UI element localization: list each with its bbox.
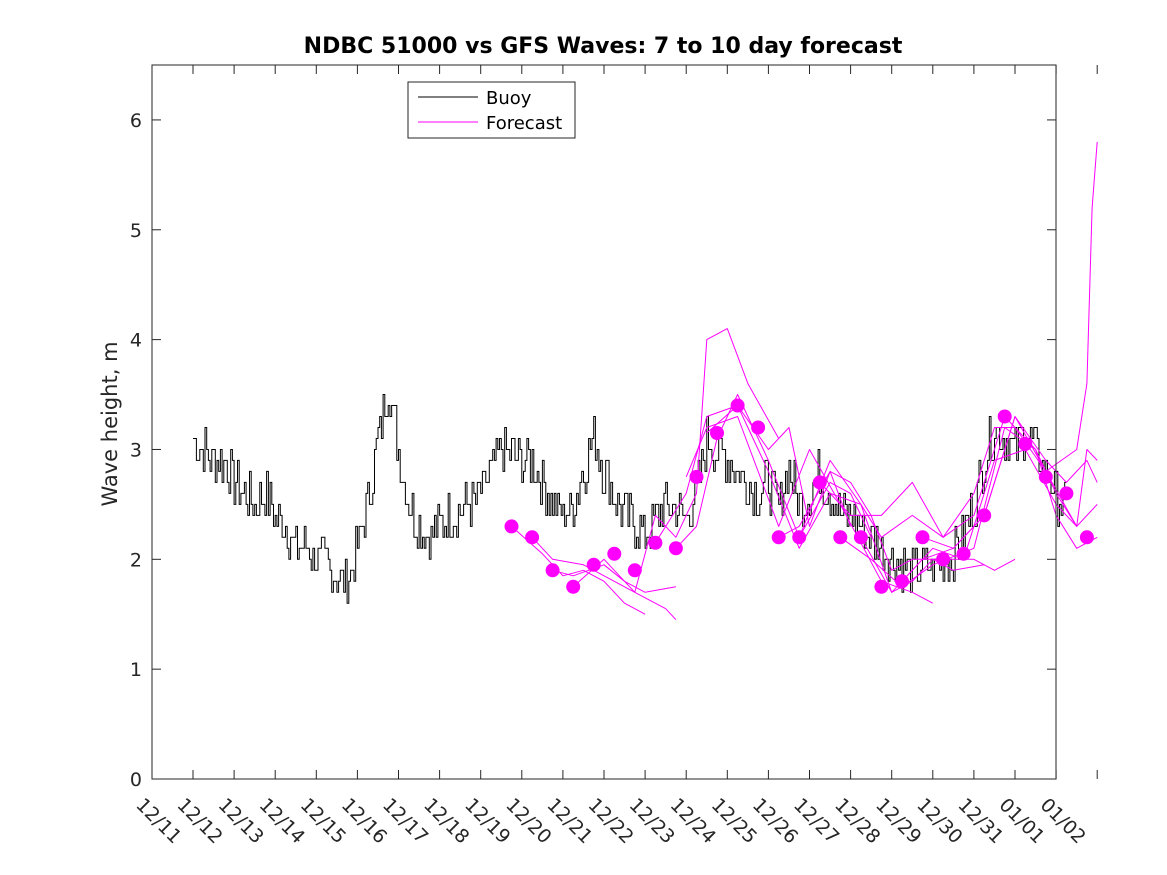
forecast-point bbox=[586, 557, 601, 572]
series-line-forecast-run bbox=[840, 427, 1098, 588]
chart-title: NDBC 51000 vs GFS Waves: 7 to 10 day for… bbox=[304, 34, 903, 59]
forecast-point bbox=[566, 579, 581, 594]
forecast-point bbox=[751, 420, 766, 435]
y-tick-label: 1 bbox=[130, 659, 142, 681]
y-tick-label: 0 bbox=[130, 769, 142, 791]
forecast-point bbox=[977, 508, 992, 523]
forecast-point bbox=[833, 530, 848, 545]
forecast-point bbox=[874, 579, 889, 594]
forecast-point bbox=[668, 541, 683, 556]
forecast-point bbox=[792, 530, 807, 545]
forecast-point bbox=[1079, 530, 1094, 545]
forecast-point bbox=[504, 519, 519, 534]
series-line-forecast-run bbox=[531, 536, 677, 621]
forecast-point bbox=[936, 552, 951, 567]
series-line-forecast-run bbox=[511, 526, 646, 615]
plot-area bbox=[152, 65, 1056, 779]
forecast-point bbox=[627, 563, 642, 578]
forecast-point bbox=[545, 563, 560, 578]
legend-label-buoy: Buoy bbox=[486, 88, 532, 109]
forecast-point bbox=[997, 409, 1012, 424]
series-line-forecast-run bbox=[552, 564, 676, 593]
forecast-point bbox=[956, 546, 971, 561]
series-line-forecast-run bbox=[675, 394, 872, 549]
series-line-forecast-run bbox=[572, 328, 780, 593]
forecast-point bbox=[1018, 437, 1033, 451]
series-line-forecast-run bbox=[778, 470, 1016, 571]
forecast-point bbox=[1038, 469, 1053, 484]
legend-label-forecast: Forecast bbox=[486, 113, 562, 134]
y-tick-label: 6 bbox=[130, 110, 142, 132]
forecast-point bbox=[648, 535, 663, 550]
y-axis-label: Wave height, m bbox=[98, 341, 122, 506]
forecast-point bbox=[689, 469, 704, 484]
forecast-point bbox=[607, 546, 622, 561]
y-tick-label: 5 bbox=[130, 220, 142, 242]
forecast-point bbox=[1059, 486, 1074, 501]
y-tick-label: 4 bbox=[130, 330, 142, 352]
forecast-point bbox=[710, 426, 724, 440]
y-axis: 0 1 2 3 4 5 6 bbox=[130, 110, 1056, 791]
forecast-point bbox=[525, 530, 540, 545]
forecast-point bbox=[771, 530, 786, 545]
forecast-point bbox=[853, 530, 868, 545]
legend-box bbox=[407, 81, 576, 139]
forecast-point bbox=[915, 530, 930, 545]
forecast-point bbox=[730, 398, 745, 413]
y-tick-label: 3 bbox=[130, 439, 142, 461]
legend: Buoy Forecast bbox=[407, 81, 576, 139]
series-line-buoy bbox=[193, 394, 1067, 604]
forecast-point bbox=[812, 475, 827, 490]
forecast-point bbox=[895, 574, 909, 589]
y-tick-label: 2 bbox=[130, 549, 142, 571]
forecast-markers bbox=[504, 398, 1094, 594]
